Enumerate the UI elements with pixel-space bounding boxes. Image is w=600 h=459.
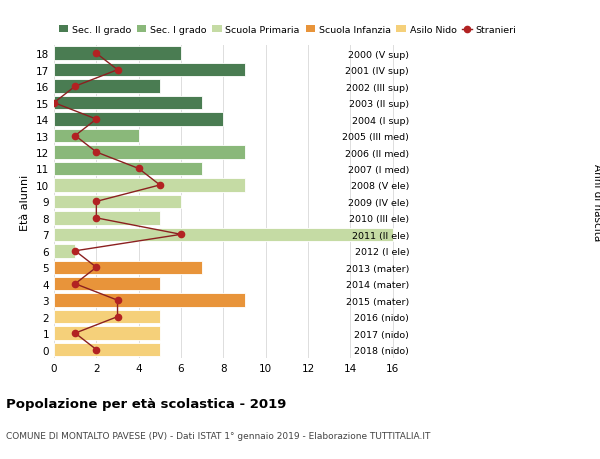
- Y-axis label: Età alunni: Età alunni: [20, 174, 31, 230]
- Text: Popolazione per età scolastica - 2019: Popolazione per età scolastica - 2019: [6, 397, 286, 410]
- Bar: [54, 47, 181, 61]
- Bar: [54, 195, 181, 209]
- Bar: [54, 212, 160, 225]
- Text: Anni di nascita: Anni di nascita: [592, 163, 600, 241]
- Bar: [54, 146, 245, 159]
- Bar: [54, 162, 202, 176]
- Bar: [54, 327, 160, 340]
- Legend: Sec. II grado, Sec. I grado, Scuola Primaria, Scuola Infanzia, Asilo Nido, Stran: Sec. II grado, Sec. I grado, Scuola Prim…: [59, 26, 516, 35]
- Bar: [54, 80, 160, 94]
- Bar: [54, 310, 160, 324]
- Bar: [54, 113, 223, 127]
- Bar: [54, 294, 245, 307]
- Bar: [54, 261, 202, 274]
- Bar: [54, 64, 245, 77]
- Bar: [54, 277, 160, 291]
- Bar: [54, 228, 393, 241]
- Bar: [54, 97, 202, 110]
- Bar: [54, 245, 75, 258]
- Bar: [54, 129, 139, 143]
- Bar: [54, 343, 160, 357]
- Text: COMUNE DI MONTALTO PAVESE (PV) - Dati ISTAT 1° gennaio 2019 - Elaborazione TUTTI: COMUNE DI MONTALTO PAVESE (PV) - Dati IS…: [6, 431, 430, 441]
- Bar: [54, 179, 245, 192]
